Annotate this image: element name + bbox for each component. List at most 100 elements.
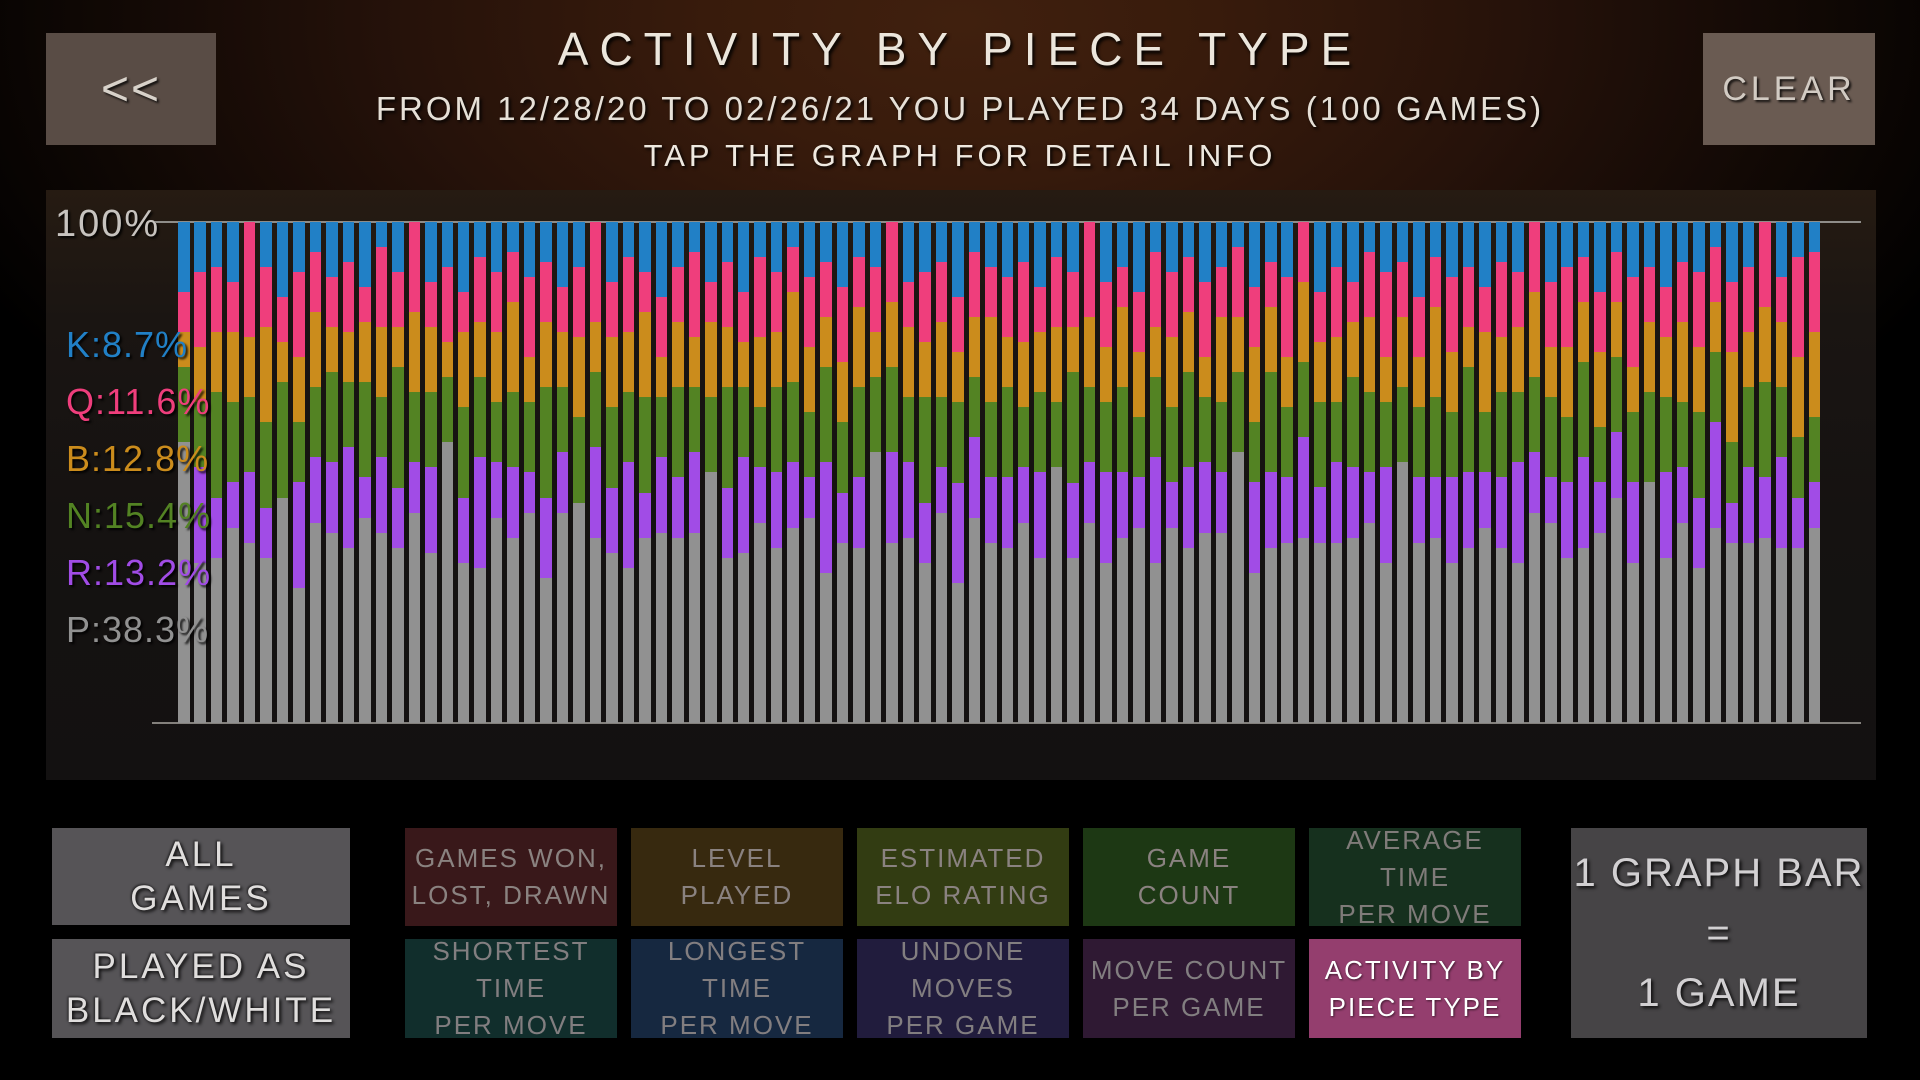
stacked-bar-game-86[interactable] <box>1577 222 1590 723</box>
stacked-bar-game-50[interactable] <box>985 222 997 723</box>
stacked-bar-game-96[interactable] <box>1742 222 1755 723</box>
stacked-bar-game-84[interactable] <box>1545 222 1557 723</box>
stacked-bar-game-38[interactable] <box>787 222 799 723</box>
stacked-bar-game-83[interactable] <box>1528 222 1541 723</box>
stacked-bar-game-27[interactable] <box>606 222 618 723</box>
stacked-bar-game-67[interactable] <box>1265 222 1277 723</box>
stacked-bar-game-99[interactable] <box>1792 222 1804 723</box>
stacked-bar-game-22[interactable] <box>523 222 536 723</box>
stacked-bar-game-90[interactable] <box>1643 222 1656 723</box>
clear-button[interactable]: CLEAR <box>1703 33 1875 145</box>
stacked-bar-game-6[interactable] <box>260 222 272 723</box>
stacked-bar-game-24[interactable] <box>556 222 569 723</box>
stacked-bar-game-29[interactable] <box>639 222 651 723</box>
stacked-bar-game-55[interactable] <box>1067 222 1079 723</box>
stacked-bar-game-19[interactable] <box>474 222 486 723</box>
stat-button-games-won[interactable]: GAMES WON, LOST, DRAWN <box>405 828 617 926</box>
stacked-bar-game-8[interactable] <box>293 222 305 723</box>
stacked-bar-game-20[interactable] <box>490 222 503 723</box>
stacked-bar-game-64[interactable] <box>1215 222 1228 723</box>
stacked-bar-game-73[interactable] <box>1363 222 1376 723</box>
stacked-bar-game-71[interactable] <box>1330 222 1343 723</box>
played-as-button[interactable]: PLAYED AS BLACK/WHITE <box>52 939 350 1038</box>
stacked-bar-game-41[interactable] <box>836 222 849 723</box>
stacked-bar-game-2[interactable] <box>194 222 206 723</box>
stacked-bar-game-97[interactable] <box>1759 222 1771 723</box>
stacked-bar-game-9[interactable] <box>309 222 322 723</box>
stacked-bar-game-28[interactable] <box>622 222 635 723</box>
stacked-bar-game-42[interactable] <box>853 222 865 723</box>
stacked-bar-game-44[interactable] <box>886 222 898 723</box>
stacked-bar-game-98[interactable] <box>1775 222 1788 723</box>
stacked-bar-game-49[interactable] <box>968 222 981 723</box>
stacked-bar-game-95[interactable] <box>1726 222 1738 723</box>
stacked-bar-game-88[interactable] <box>1610 222 1623 723</box>
stat-button-move-count[interactable]: MOVE COUNT PER GAME <box>1083 939 1295 1038</box>
all-games-button[interactable]: ALL GAMES <box>52 828 350 925</box>
stacked-bar-game-35[interactable] <box>737 222 750 723</box>
stacked-bar-game-33[interactable] <box>705 222 717 723</box>
stacked-bar-game-58[interactable] <box>1116 222 1129 723</box>
stacked-bar-game-17[interactable] <box>441 222 454 723</box>
stacked-bar-game-11[interactable] <box>342 222 355 723</box>
stacked-bar-game-94[interactable] <box>1709 222 1722 723</box>
stat-button-undone[interactable]: UNDONE MOVES PER GAME <box>857 936 1069 1040</box>
stacked-bar-game-31[interactable] <box>672 222 684 723</box>
stacked-bar-game-54[interactable] <box>1050 222 1063 723</box>
stacked-bar-game-37[interactable] <box>770 222 783 723</box>
stacked-bar-game-51[interactable] <box>1001 222 1013 723</box>
stacked-bar-game-45[interactable] <box>902 222 915 723</box>
stacked-bar-game-79[interactable] <box>1462 222 1475 723</box>
stacked-bar-game-21[interactable] <box>507 222 519 723</box>
stacked-bar-game-32[interactable] <box>688 222 701 723</box>
stacked-bar-game-92[interactable] <box>1676 222 1689 723</box>
stacked-bar-game-70[interactable] <box>1314 222 1326 723</box>
stacked-bar-game-18[interactable] <box>457 222 470 723</box>
stacked-bar-game-12[interactable] <box>359 222 371 723</box>
stacked-bar-game-34[interactable] <box>721 222 733 723</box>
stacked-bar-game-14[interactable] <box>392 222 404 723</box>
stacked-bar-game-76[interactable] <box>1413 222 1425 723</box>
stacked-bar-game-57[interactable] <box>1100 222 1112 723</box>
stacked-bar-game-93[interactable] <box>1693 222 1705 723</box>
stacked-bar-game-40[interactable] <box>820 222 832 723</box>
stacked-bar-game-68[interactable] <box>1281 222 1293 723</box>
stacked-bar-game-10[interactable] <box>326 222 338 723</box>
stacked-bar-game-66[interactable] <box>1248 222 1261 723</box>
stacked-bar-game-91[interactable] <box>1660 222 1672 723</box>
stacked-bar-game-30[interactable] <box>655 222 668 723</box>
stacked-bar-game-89[interactable] <box>1627 222 1639 723</box>
stacked-bar-game-43[interactable] <box>869 222 882 723</box>
stacked-bar-game-47[interactable] <box>935 222 948 723</box>
stacked-bar-game-48[interactable] <box>952 222 964 723</box>
stacked-bar-game-36[interactable] <box>754 222 766 723</box>
stat-button-shortest[interactable]: SHORTEST TIME PER MOVE <box>405 936 617 1040</box>
stacked-bar-game-59[interactable] <box>1133 222 1145 723</box>
stat-button-longest[interactable]: LONGEST TIME PER MOVE <box>631 936 843 1040</box>
stacked-bar-game-65[interactable] <box>1232 222 1244 723</box>
stacked-bar-game-78[interactable] <box>1446 222 1458 723</box>
stacked-bar-game-56[interactable] <box>1083 222 1096 723</box>
stacked-bar-game-53[interactable] <box>1034 222 1046 723</box>
stacked-bar-game-15[interactable] <box>408 222 421 723</box>
back-button[interactable]: << <box>46 33 216 145</box>
stacked-bar-game-13[interactable] <box>375 222 388 723</box>
stacked-bar-game-25[interactable] <box>573 222 585 723</box>
stacked-bar-game-74[interactable] <box>1380 222 1392 723</box>
stacked-bar-game-26[interactable] <box>589 222 602 723</box>
stacked-bar-game-85[interactable] <box>1561 222 1573 723</box>
stacked-bar-game-62[interactable] <box>1182 222 1195 723</box>
stacked-bar-game-5[interactable] <box>243 222 256 723</box>
stacked-bar-game-7[interactable] <box>276 222 289 723</box>
stat-button-level[interactable]: LEVEL PLAYED <box>631 828 843 926</box>
stacked-bar-game-72[interactable] <box>1347 222 1359 723</box>
stacked-bar-game-39[interactable] <box>803 222 816 723</box>
stacked-bar-game-100[interactable] <box>1808 222 1821 723</box>
stacked-bar-game-16[interactable] <box>425 222 437 723</box>
stacked-bar-game-23[interactable] <box>540 222 552 723</box>
stacked-bar-game-77[interactable] <box>1429 222 1442 723</box>
stacked-bar-game-87[interactable] <box>1594 222 1606 723</box>
stacked-bar-game-63[interactable] <box>1199 222 1211 723</box>
stacked-bar-game-4[interactable] <box>227 222 239 723</box>
stacked-bar-game-81[interactable] <box>1495 222 1508 723</box>
